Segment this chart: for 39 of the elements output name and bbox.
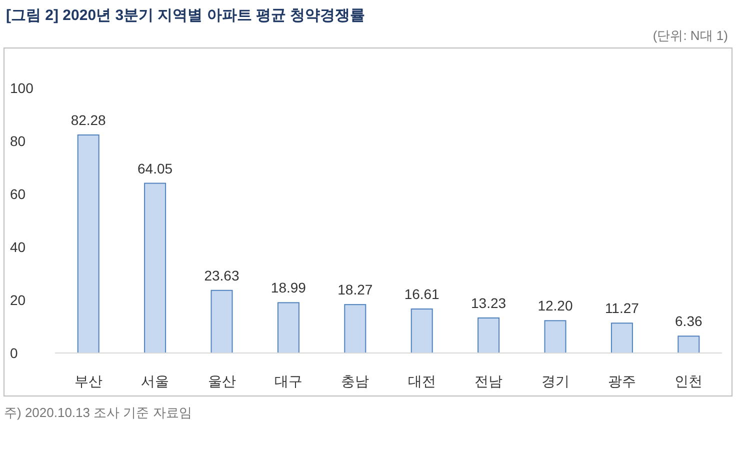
- bar: [210, 290, 233, 354]
- bar: [478, 317, 500, 354]
- x-tick-label: 서울: [141, 373, 170, 389]
- x-tick-label: 울산: [208, 373, 236, 389]
- chart-title: [그림 2] 2020년 3분기 지역별 아파트 평균 청약경쟁률: [6, 7, 366, 24]
- x-tick-label: 대전: [408, 373, 436, 389]
- x-tick-label: 경기: [541, 373, 570, 389]
- data-label: 64.05: [138, 160, 173, 176]
- data-label: 12.20: [538, 298, 573, 314]
- x-tick-label: 부산: [74, 373, 102, 389]
- bar: [144, 182, 166, 354]
- x-tick-label: 전남: [474, 373, 503, 389]
- bar: [344, 304, 366, 354]
- y-tick-label: 60: [10, 186, 26, 202]
- bar: [77, 134, 100, 354]
- chart-subtitle: (단위: N대 1): [652, 28, 728, 43]
- bar: [277, 302, 300, 354]
- bar: [610, 322, 633, 354]
- y-tick-label: 40: [10, 239, 26, 255]
- x-tick-label: 충남: [341, 373, 370, 389]
- data-label: 11.27: [604, 300, 640, 316]
- y-tick-label: 20: [10, 292, 26, 308]
- y-tick-label: 100: [10, 80, 34, 96]
- y-tick-label: 0: [10, 345, 18, 361]
- bar: [678, 336, 700, 354]
- data-label: 18.27: [338, 282, 373, 298]
- data-label: 13.23: [471, 294, 506, 311]
- bar: [544, 320, 566, 354]
- x-tick-label: 인천: [674, 373, 703, 389]
- text: 주) 2020.10.13 조사 기준 자료임: [4, 405, 192, 420]
- data-label: 16.61: [404, 286, 440, 302]
- data-label: 6.36: [675, 313, 702, 330]
- x-tick-label: 광주: [608, 373, 636, 389]
- x-tick-label: 대구: [274, 373, 302, 389]
- bar: [410, 308, 433, 354]
- data-label: 23.63: [204, 267, 240, 284]
- y-tick-label: 80: [10, 133, 26, 149]
- data-label: 82.28: [70, 112, 106, 128]
- data-label: 18.99: [270, 280, 306, 296]
